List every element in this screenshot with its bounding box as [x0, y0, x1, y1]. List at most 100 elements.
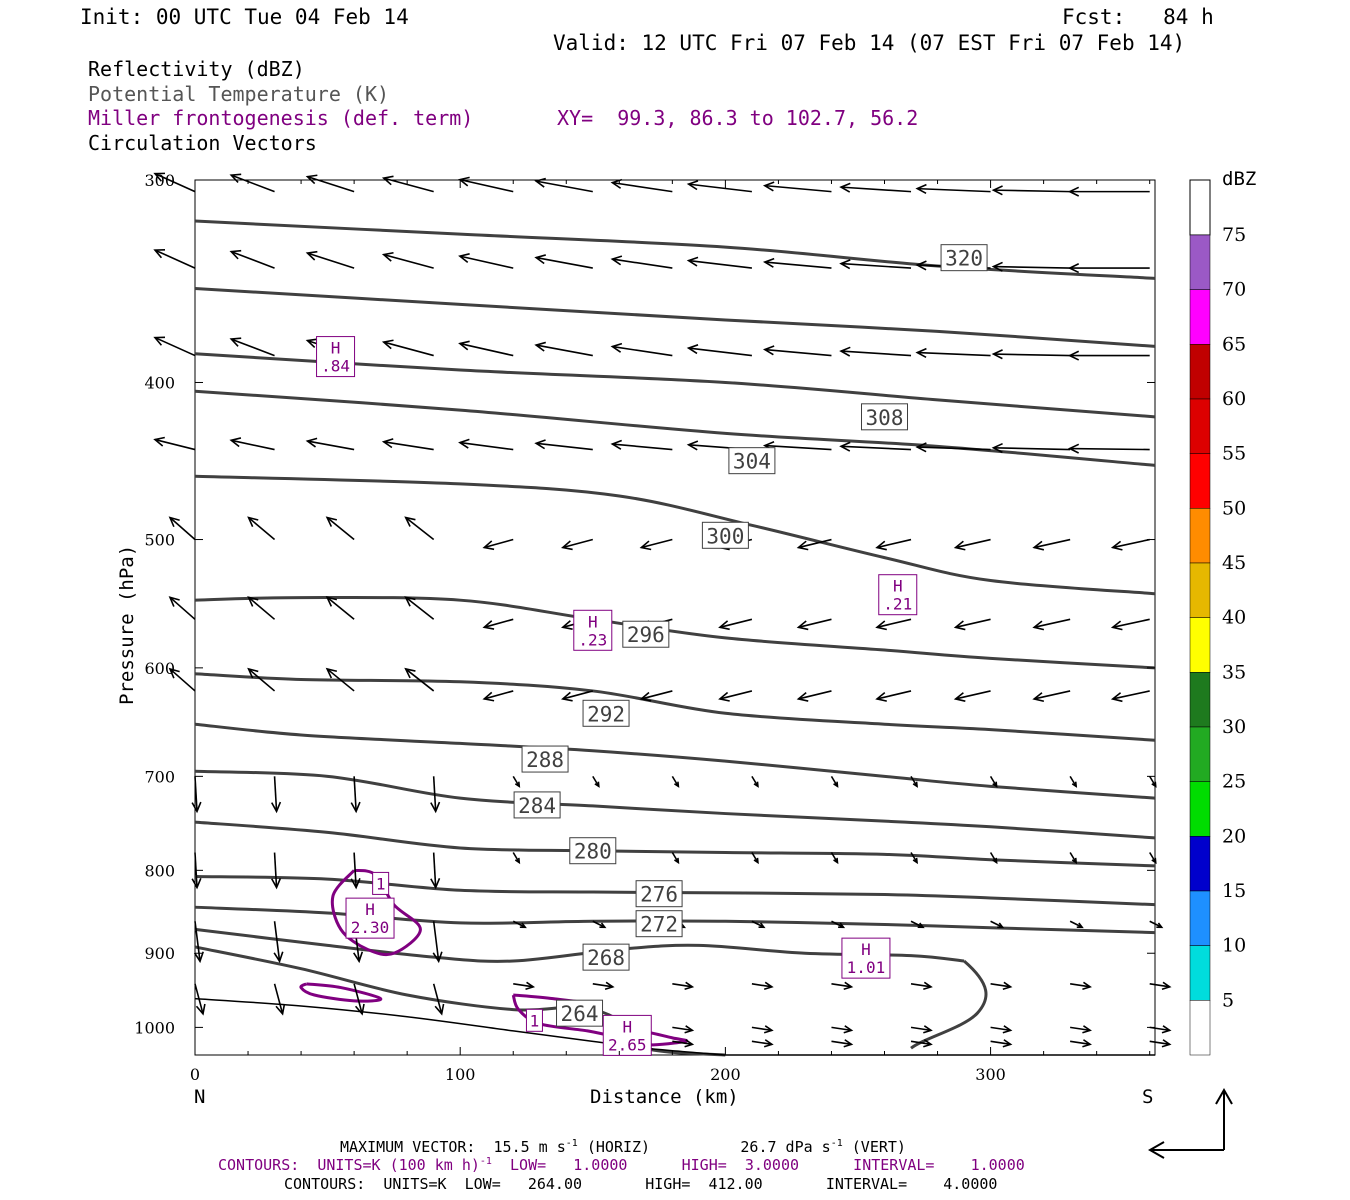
- circulation-vector: [840, 262, 912, 269]
- circulation-vector-head: [639, 540, 652, 551]
- circulation-vector-head: [1071, 781, 1078, 788]
- circulation-vector: [512, 852, 520, 863]
- circulation-vector: [513, 983, 534, 988]
- circulation-vector-head: [686, 256, 699, 267]
- theta-label-box: [556, 999, 604, 1027]
- circulation-vector-head: [325, 667, 338, 679]
- circulation-vector: [1070, 1040, 1091, 1046]
- circulation-vector: [612, 258, 673, 269]
- circulation-vector-head: [229, 173, 242, 183]
- circulation-vector: [764, 261, 832, 269]
- circulation-vector: [672, 1026, 693, 1032]
- x-tick-label: 100: [445, 1065, 476, 1084]
- colorbar-unit: dBZ: [1222, 168, 1257, 190]
- circulation-vector-head: [953, 540, 966, 551]
- circulation-vector: [751, 852, 759, 863]
- circulation-vector-head: [839, 259, 851, 270]
- circulation-vector-head: [434, 1003, 445, 1016]
- theta-label: 296: [627, 623, 665, 647]
- x-tick-label: 300: [975, 1065, 1006, 1084]
- circulation-vector: [641, 690, 673, 700]
- circulation-vector-head: [350, 877, 361, 890]
- theta-contour: [194, 769, 1156, 840]
- circulation-vector-head: [875, 540, 887, 551]
- circulation-vector: [831, 920, 844, 928]
- circulation-vector-head: [917, 922, 925, 929]
- circulation-vector-head: [482, 540, 495, 551]
- y-tick-label: 1000: [134, 1018, 175, 1037]
- circulation-vector: [910, 775, 918, 787]
- circulation-vector: [512, 775, 520, 787]
- fronto-max-h: H: [331, 339, 341, 358]
- theta-contour: [194, 352, 1156, 419]
- circulation-vector-head: [350, 801, 361, 814]
- circulation-vector-head: [1156, 922, 1164, 929]
- circulation-vector: [432, 983, 443, 1015]
- colorbar-label: 20: [1222, 825, 1246, 847]
- circulation-vector: [230, 338, 275, 357]
- circulation-vector-head: [305, 338, 318, 349]
- circulation-vector: [353, 776, 357, 812]
- x-tick-label: 0: [190, 1065, 200, 1084]
- circulation-vector-head: [168, 667, 180, 679]
- colorbar-swatch: [1189, 726, 1211, 782]
- circulation-vector-head: [1067, 263, 1080, 274]
- circulation-vector-head: [753, 857, 759, 865]
- circulation-vector-head: [404, 667, 416, 679]
- circulation-vector-head: [1076, 922, 1084, 929]
- circulation-vector: [751, 983, 773, 988]
- colorbar-label: 35: [1222, 661, 1246, 683]
- max-vector-line: MAXIMUM VECTOR: 15.5 m s-1 (HORIZ) 26.7 …: [340, 1138, 906, 1156]
- circulation-vector: [307, 252, 355, 269]
- colorbar-label: 65: [1222, 333, 1246, 355]
- theta-label-box: [701, 521, 749, 549]
- theta-label-box: [861, 403, 909, 431]
- circulation-vector: [840, 445, 912, 451]
- circulation-vector-head: [1161, 1039, 1172, 1048]
- theta-label: 264: [561, 1002, 599, 1026]
- circulation-vector: [876, 618, 912, 629]
- circulation-vector: [353, 852, 357, 888]
- circulation-vector-head: [796, 620, 809, 631]
- circulation-vector-head: [325, 596, 338, 607]
- circulation-vector: [764, 348, 832, 357]
- circulation-vector: [671, 775, 680, 787]
- circulation-vector-head: [686, 344, 699, 355]
- theta-contour: [194, 722, 1156, 800]
- fronto-contour-label: 1: [376, 874, 386, 893]
- circulation-vector-head: [191, 801, 202, 814]
- circulation-vector-head: [561, 691, 573, 702]
- circulation-vector: [671, 852, 680, 863]
- circulation-vector-head: [953, 692, 966, 702]
- fronto-max-box: [573, 609, 613, 651]
- legend-xy: XY= 99.3, 86.3 to 102.7, 56.2: [557, 106, 919, 130]
- circulation-vector-head: [684, 981, 695, 991]
- circulation-vector-head: [1161, 1025, 1172, 1034]
- circulation-vector: [1149, 983, 1170, 988]
- colorbar-label: 5: [1222, 989, 1234, 1011]
- circulation-vector: [1112, 618, 1150, 629]
- circulation-vector: [672, 983, 693, 988]
- colorbar-swatch: [1189, 836, 1211, 892]
- circulation-vector-head: [762, 181, 775, 192]
- circulation-vector-head: [534, 177, 546, 188]
- circulation-vector-head: [610, 439, 622, 450]
- circulation-vector-head: [915, 260, 927, 271]
- circulation-vector-head: [271, 801, 282, 814]
- circulation-vector: [405, 596, 435, 620]
- circulation-vector-head: [674, 857, 680, 865]
- circulation-vector-head: [604, 981, 615, 991]
- circulation-vector-head: [610, 342, 623, 353]
- circulation-vector: [353, 983, 363, 1015]
- y-tick-label: 500: [144, 531, 175, 550]
- circulation-vector: [830, 775, 839, 787]
- circulation-vector-head: [1067, 186, 1080, 197]
- theta-label-box: [940, 244, 988, 272]
- circulation-vector-head: [875, 692, 887, 702]
- circulation-vector: [273, 983, 284, 1015]
- circulation-vector-head: [404, 596, 416, 607]
- circulation-vector-head: [229, 437, 242, 448]
- circulation-vector: [688, 183, 753, 193]
- fronto-label-box: [372, 871, 390, 895]
